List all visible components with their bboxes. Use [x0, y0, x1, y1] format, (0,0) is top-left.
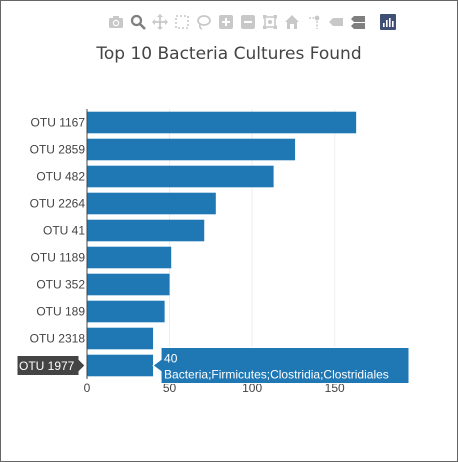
x-tick-labels: 0 50 100 150: [84, 381, 345, 395]
spike-lines-icon[interactable]: [303, 11, 325, 33]
hover-compare-icon[interactable]: [347, 11, 369, 33]
y-tick-labels: OTU 1167 OTU 2859 OTU 482 OTU 2264 OTU 41 OTU…: [30, 116, 86, 346]
hover-closest-icon[interactable]: [325, 11, 347, 33]
x-tick-label: 50: [163, 381, 177, 395]
bar[interactable]: [87, 300, 165, 323]
modebar: [105, 11, 399, 33]
y-tick-label: OTU 482: [36, 170, 85, 184]
camera-icon[interactable]: [105, 11, 127, 33]
bar[interactable]: [87, 273, 170, 296]
zoom-out-icon[interactable]: [237, 11, 259, 33]
lasso-icon[interactable]: [193, 11, 215, 33]
bar[interactable]: [87, 219, 205, 242]
y-tick-label: OTU 1167: [31, 116, 86, 130]
x-tick-label: 150: [325, 381, 345, 395]
pan-icon[interactable]: [149, 11, 171, 33]
bar[interactable]: [87, 354, 154, 377]
zoom-icon[interactable]: [127, 11, 149, 33]
bar[interactable]: [87, 192, 216, 215]
bar[interactable]: [87, 327, 154, 350]
hover-axis-label: OTU 1977: [19, 359, 75, 373]
hover-axis-label-box: [16, 355, 86, 376]
home-icon[interactable]: [281, 11, 303, 33]
autoscale-icon[interactable]: [259, 11, 281, 33]
y-tick-label: OTU 41: [43, 224, 85, 238]
y-tick-label: OTU 189: [36, 305, 85, 319]
y-tick-label: OTU 2859: [30, 143, 86, 157]
y-tick-label: OTU 1189: [31, 251, 86, 265]
bar[interactable]: [87, 165, 274, 188]
hover-value-text: 40: [164, 352, 178, 366]
hover-label-text: Bacteria;Firmicutes;Clostridia;Clostridi…: [164, 368, 389, 382]
zoom-in-icon[interactable]: [215, 11, 237, 33]
bar[interactable]: [87, 138, 296, 161]
chart-title: Top 10 Bacteria Cultures Found: [95, 44, 361, 64]
bar[interactable]: [87, 111, 357, 134]
plotly-logo-icon[interactable]: [377, 11, 399, 33]
box-select-icon[interactable]: [171, 11, 193, 33]
x-tick-label: 0: [84, 381, 91, 395]
x-tick-label: 100: [242, 381, 262, 395]
y-tick-label: OTU 2318: [30, 332, 86, 346]
y-tick-label: OTU 2264: [30, 197, 86, 211]
bars: [86, 109, 357, 379]
bar[interactable]: [87, 246, 172, 269]
hover-value-box: [152, 347, 410, 384]
hover-tooltip: OTU 1977 40 Bacteria;Firmicutes;Clostridia…: [16, 347, 410, 384]
y-tick-label: OTU 352: [36, 278, 85, 292]
